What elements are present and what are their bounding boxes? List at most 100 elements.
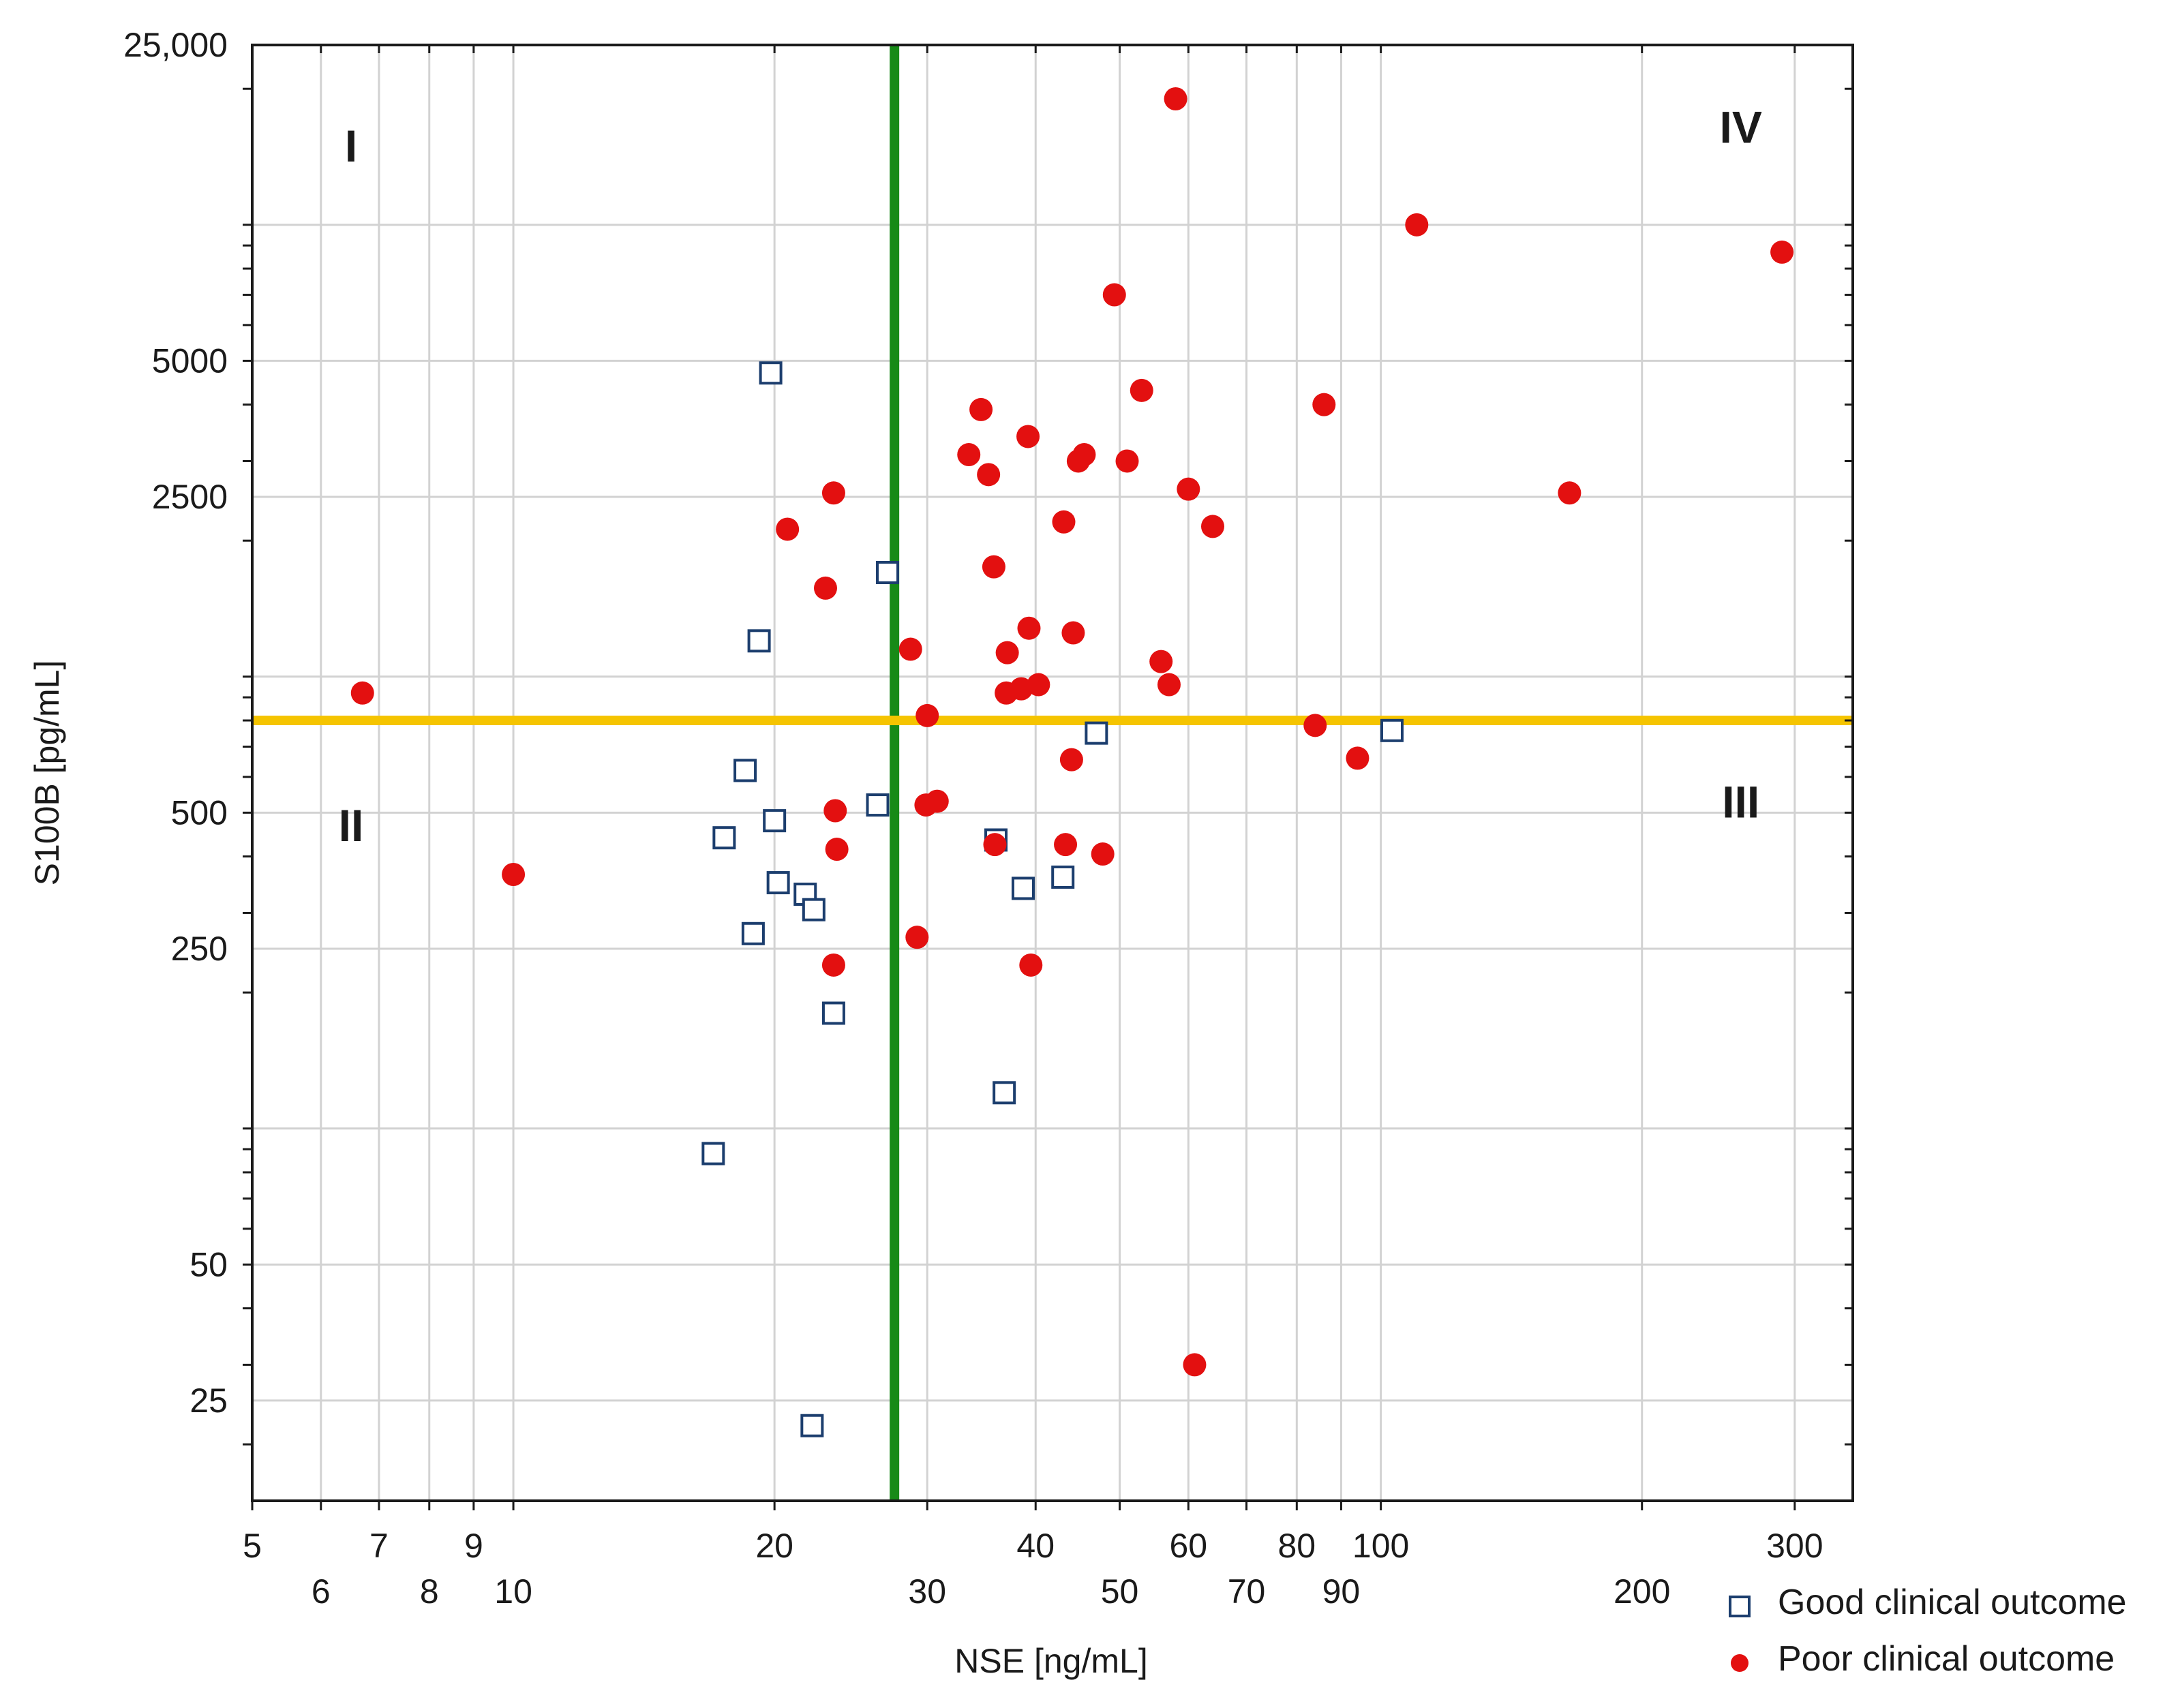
- poor-outcome-point: [977, 463, 1001, 487]
- x-tick-label: 80: [1278, 1527, 1316, 1565]
- poor-outcome-point: [1072, 443, 1096, 467]
- y-tick-label: 50: [190, 1245, 228, 1283]
- data-points: [350, 87, 1794, 1437]
- poor-outcome-point: [915, 703, 939, 727]
- poor-outcome-point: [1164, 87, 1187, 111]
- x-tick-labels: 5 7 9 20 40 60 80 100 300 6 8 10 30 50 70 90 200: [243, 1527, 1823, 1611]
- poor-outcome-point: [1200, 515, 1224, 538]
- good-outcome-point: [1085, 721, 1108, 745]
- poor-outcome-point: [1346, 746, 1369, 770]
- good-outcome-point: [1380, 718, 1404, 742]
- good-outcome-point: [766, 871, 790, 895]
- x-tick-label: 40: [1016, 1527, 1055, 1565]
- good-outcome-point: [821, 1001, 845, 1025]
- poor-outcome-point: [995, 641, 1019, 665]
- poor-outcome-point: [1183, 1353, 1207, 1377]
- legend-label-poor-outcome: Poor clinical outcome: [1778, 1639, 2115, 1679]
- poor-outcome-point: [898, 637, 922, 661]
- legend-marker-poor-outcome: [1731, 1654, 1748, 1672]
- quadrant-label: IV: [1720, 102, 1762, 153]
- poor-outcome-point: [957, 443, 981, 467]
- y-tick-label: 25: [190, 1382, 228, 1420]
- poor-outcome-point: [1061, 621, 1085, 645]
- poor-outcome-point: [1303, 714, 1327, 737]
- poor-outcome-point: [1054, 833, 1078, 857]
- y-tick-label: 25,000: [123, 26, 228, 64]
- good-outcome-point: [800, 1414, 824, 1437]
- quadrant-label: II: [339, 800, 364, 851]
- x-tick-label: 10: [494, 1572, 532, 1611]
- good-outcome-point: [866, 793, 890, 817]
- good-outcome-point: [763, 809, 787, 833]
- poor-outcome-point: [1312, 393, 1336, 416]
- x-tick-label: 5: [243, 1527, 262, 1565]
- good-outcome-point: [759, 361, 783, 385]
- good-outcome-point: [1051, 865, 1075, 889]
- y-tick-label: 5000: [152, 341, 228, 380]
- good-outcome-point: [1011, 876, 1035, 900]
- x-tick-label: 30: [908, 1572, 946, 1611]
- good-outcome-point: [701, 1142, 725, 1165]
- x-axis-title: NSE [ng/mL]: [954, 1642, 1147, 1680]
- poor-outcome-point: [813, 576, 837, 600]
- poor-outcome-point: [1052, 510, 1076, 534]
- good-outcome-point: [747, 629, 771, 653]
- axis-ticks: [243, 45, 1853, 1510]
- x-tick-label: 200: [1614, 1572, 1670, 1611]
- poor-outcome-point: [982, 555, 1005, 579]
- good-outcome-point: [993, 1081, 1016, 1105]
- poor-outcome-point: [350, 681, 374, 705]
- x-tick-label: 7: [369, 1527, 389, 1565]
- x-tick-label: 20: [755, 1527, 793, 1565]
- poor-outcome-point: [1558, 481, 1581, 505]
- poor-outcome-point: [776, 517, 800, 541]
- x-tick-label: 8: [420, 1572, 439, 1611]
- x-tick-label: 100: [1352, 1527, 1409, 1565]
- x-tick-label: 70: [1228, 1572, 1266, 1611]
- poor-outcome-point: [1027, 673, 1050, 697]
- y-axis-title: S100B [pg/mL]: [28, 660, 66, 886]
- poor-outcome-point: [1405, 213, 1429, 237]
- poor-outcome-point: [925, 789, 949, 813]
- x-tick-label: 6: [312, 1572, 331, 1611]
- legend-label-good-outcome: Good clinical outcome: [1778, 1583, 2127, 1622]
- quadrant-label: I: [345, 121, 357, 171]
- x-tick-label: 50: [1101, 1572, 1139, 1611]
- plot-frame: [251, 44, 1854, 1502]
- poor-outcome-point: [821, 481, 845, 505]
- good-outcome-point: [876, 561, 900, 585]
- poor-outcome-point: [1102, 283, 1126, 307]
- y-tick-label: 500: [171, 793, 228, 832]
- good-outcome-point: [712, 826, 736, 850]
- poor-outcome-point: [1115, 449, 1139, 473]
- poor-outcome-point: [1017, 616, 1041, 640]
- poor-outcome-point: [502, 862, 526, 886]
- quadrant-label: III: [1722, 777, 1759, 827]
- good-outcome-point: [741, 921, 765, 945]
- cutoff-lines: [252, 45, 1853, 1501]
- y-tick-labels: 25 50 250 500 2500 5000 25,000: [123, 26, 228, 1420]
- poor-outcome-point: [1157, 673, 1181, 697]
- x-tick-label: 60: [1170, 1527, 1208, 1565]
- poor-outcome-point: [825, 838, 849, 861]
- poor-outcome-point: [905, 926, 929, 949]
- poor-outcome-point: [1019, 953, 1043, 977]
- poor-outcome-point: [1770, 240, 1794, 264]
- x-tick-label: 9: [464, 1527, 483, 1565]
- poor-outcome-point: [1177, 477, 1200, 501]
- poor-outcome-point: [1149, 650, 1173, 673]
- legend-marker-good-outcome: [1729, 1596, 1751, 1617]
- poor-outcome-point: [1130, 378, 1153, 402]
- x-tick-label: 300: [1766, 1527, 1823, 1565]
- poor-outcome-point: [823, 799, 847, 823]
- poor-outcome-point: [1059, 748, 1083, 772]
- good-outcome-point: [802, 898, 826, 921]
- y-tick-label: 2500: [152, 478, 228, 516]
- legend: Good clinical outcome Poor clinical outc…: [1729, 1583, 2127, 1679]
- x-tick-label: 90: [1322, 1572, 1361, 1611]
- poor-outcome-point: [983, 833, 1007, 857]
- poor-outcome-point: [1016, 425, 1040, 448]
- y-tick-label: 250: [171, 930, 228, 968]
